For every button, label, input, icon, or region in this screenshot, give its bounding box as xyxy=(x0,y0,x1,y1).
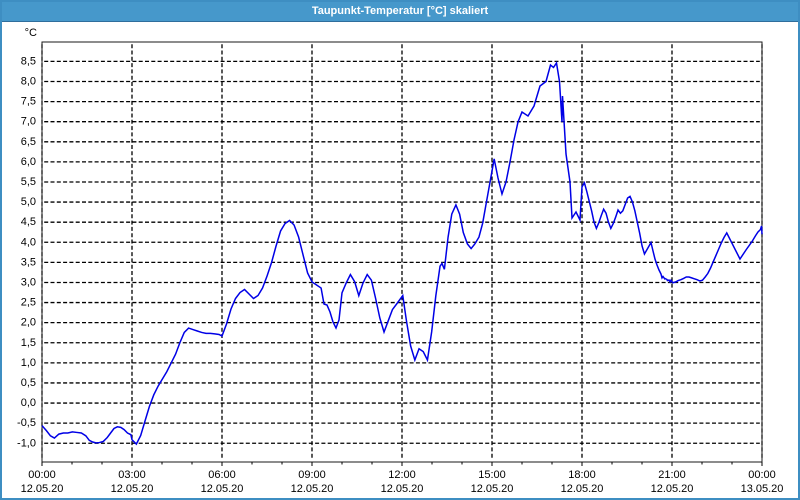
svg-text:8,0: 8,0 xyxy=(21,76,36,88)
svg-text:5,5: 5,5 xyxy=(21,176,36,188)
svg-text:0,0: 0,0 xyxy=(21,397,36,409)
svg-text:7,0: 7,0 xyxy=(21,116,36,128)
svg-text:0,5: 0,5 xyxy=(21,377,36,389)
svg-text:°C: °C xyxy=(25,27,37,39)
svg-text:06:00: 06:00 xyxy=(208,469,236,481)
svg-text:03:00: 03:00 xyxy=(118,469,146,481)
svg-text:12.05.20: 12.05.20 xyxy=(651,483,694,495)
svg-text:12.05.20: 12.05.20 xyxy=(471,483,514,495)
svg-text:00:00: 00:00 xyxy=(748,469,776,481)
svg-text:7,5: 7,5 xyxy=(21,96,36,108)
svg-text:12.05.20: 12.05.20 xyxy=(381,483,424,495)
svg-text:13.05.20: 13.05.20 xyxy=(741,483,784,495)
svg-text:1,5: 1,5 xyxy=(21,337,36,349)
svg-text:12:00: 12:00 xyxy=(388,469,416,481)
svg-text:8,5: 8,5 xyxy=(21,55,36,67)
svg-text:12.05.20: 12.05.20 xyxy=(201,483,244,495)
svg-text:2,5: 2,5 xyxy=(21,297,36,309)
svg-text:12.05.20: 12.05.20 xyxy=(561,483,604,495)
svg-text:6,5: 6,5 xyxy=(21,136,36,148)
svg-text:12.05.20: 12.05.20 xyxy=(291,483,334,495)
svg-text:21:00: 21:00 xyxy=(658,469,686,481)
svg-text:00:00: 00:00 xyxy=(28,469,56,481)
svg-text:3,0: 3,0 xyxy=(21,276,36,288)
svg-text:18:00: 18:00 xyxy=(568,469,596,481)
svg-text:09:00: 09:00 xyxy=(298,469,326,481)
svg-text:-1,0: -1,0 xyxy=(17,437,36,449)
svg-text:5,0: 5,0 xyxy=(21,196,36,208)
svg-text:4,5: 4,5 xyxy=(21,216,36,228)
svg-text:12.05.20: 12.05.20 xyxy=(21,483,64,495)
svg-text:12.05.20: 12.05.20 xyxy=(111,483,154,495)
svg-text:1,0: 1,0 xyxy=(21,357,36,369)
svg-text:15:00: 15:00 xyxy=(478,469,506,481)
svg-text:6,0: 6,0 xyxy=(21,156,36,168)
svg-text:3,5: 3,5 xyxy=(21,256,36,268)
svg-text:-0,5: -0,5 xyxy=(17,417,36,429)
svg-text:2,0: 2,0 xyxy=(21,317,36,329)
svg-text:4,0: 4,0 xyxy=(21,236,36,248)
